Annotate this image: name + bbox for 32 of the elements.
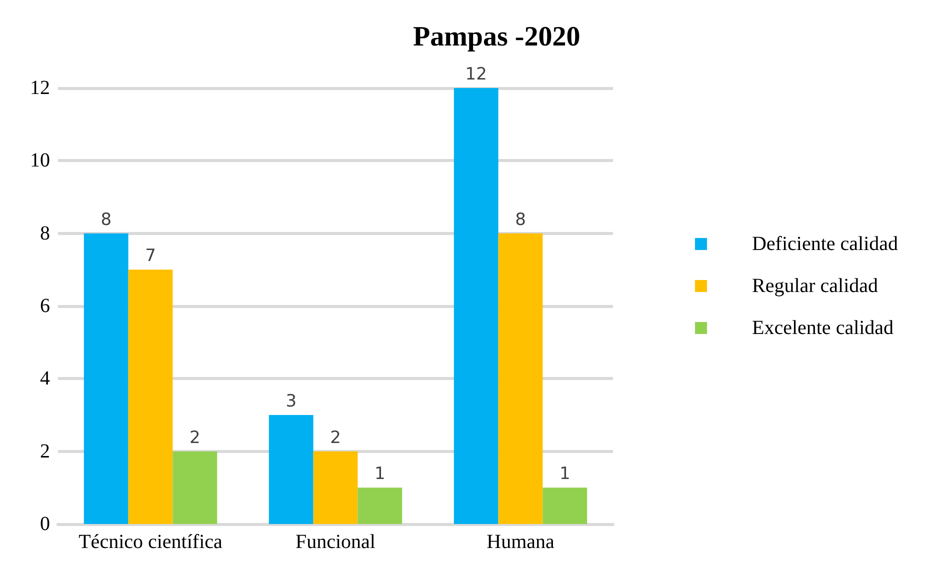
data-label: 2 (330, 428, 341, 448)
bar (268, 415, 314, 524)
data-label: 1 (374, 464, 386, 484)
y-tick-label: 12 (30, 77, 50, 99)
data-label: 2 (189, 428, 200, 448)
data-label: 7 (145, 246, 156, 266)
data-label: 12 (465, 64, 487, 84)
x-tick-label: Técnico científica (78, 531, 223, 553)
bar (454, 88, 498, 524)
chart-title: Pampas -2020 (413, 22, 580, 52)
bar (172, 451, 218, 524)
data-label: 8 (515, 210, 526, 230)
bar (84, 233, 128, 524)
bar (128, 270, 173, 524)
legend-label: Excelente calidad (752, 317, 894, 339)
y-tick-label: 4 (40, 368, 50, 390)
y-tick-label: 10 (30, 150, 50, 172)
y-tick-label: 0 (40, 513, 50, 535)
data-label: 3 (286, 392, 297, 412)
bar (542, 488, 588, 524)
bar (498, 233, 543, 524)
data-label: 8 (100, 210, 112, 230)
bar (313, 451, 358, 524)
legend-label: Regular calidad (752, 275, 878, 297)
y-tick-label: 6 (40, 295, 50, 317)
x-tick-label: Humana (486, 531, 554, 553)
data-label: 1 (559, 464, 570, 484)
legend-label: Deficiente calidad (752, 233, 898, 255)
y-tick-label: 8 (40, 222, 50, 244)
x-tick-label: Funcional (296, 531, 376, 553)
bar (358, 488, 402, 524)
y-tick-label: 2 (40, 440, 50, 462)
